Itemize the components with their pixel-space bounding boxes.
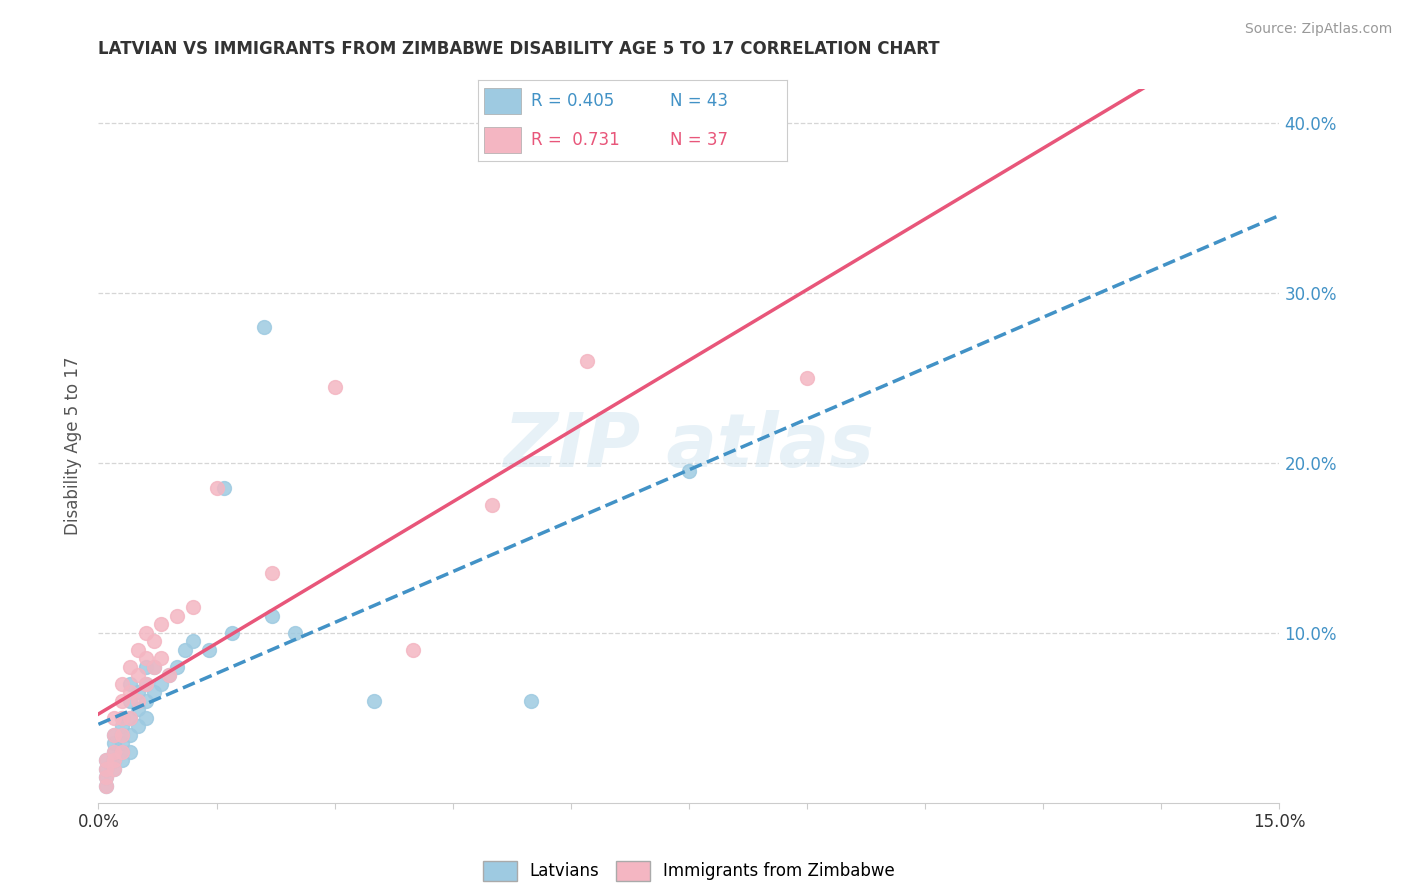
Point: [678, 465, 700, 479]
Point: [363, 694, 385, 708]
Point: [142, 660, 165, 674]
Y-axis label: Disability Age 5 to 17: Disability Age 5 to 17: [65, 357, 83, 535]
Point: [253, 320, 276, 334]
Legend: Latvians, Immigrants from Zimbabwe: Latvians, Immigrants from Zimbabwe: [477, 855, 901, 888]
Point: [111, 753, 134, 767]
Text: N = 43: N = 43: [669, 92, 728, 110]
Point: [111, 694, 134, 708]
Point: [103, 728, 125, 742]
Point: [103, 762, 125, 776]
Point: [96, 779, 118, 793]
Point: [127, 643, 149, 657]
FancyBboxPatch shape: [484, 127, 522, 153]
Point: [96, 753, 118, 767]
Point: [111, 677, 134, 691]
Point: [103, 711, 125, 725]
Text: LATVIAN VS IMMIGRANTS FROM ZIMBABWE DISABILITY AGE 5 TO 17 CORRELATION CHART: LATVIAN VS IMMIGRANTS FROM ZIMBABWE DISA…: [98, 40, 941, 58]
Point: [284, 626, 307, 640]
Point: [96, 762, 118, 776]
Point: [118, 728, 141, 742]
Point: [127, 685, 149, 699]
Point: [96, 779, 118, 793]
Point: [402, 643, 425, 657]
FancyBboxPatch shape: [484, 88, 522, 114]
Point: [118, 660, 141, 674]
Point: [135, 677, 157, 691]
Text: R = 0.405: R = 0.405: [530, 92, 614, 110]
Point: [135, 651, 157, 665]
Text: Source: ZipAtlas.com: Source: ZipAtlas.com: [1244, 22, 1392, 37]
Point: [205, 482, 228, 496]
Point: [150, 677, 173, 691]
Point: [197, 643, 219, 657]
Point: [520, 694, 543, 708]
Point: [118, 694, 141, 708]
Point: [260, 608, 283, 623]
Point: [118, 685, 141, 699]
Point: [166, 660, 188, 674]
Point: [118, 677, 141, 691]
Point: [150, 617, 173, 632]
Point: [221, 626, 243, 640]
Point: [111, 711, 134, 725]
Point: [111, 719, 134, 733]
Point: [481, 499, 503, 513]
Point: [323, 379, 346, 393]
Point: [127, 719, 149, 733]
Point: [135, 694, 157, 708]
Point: [111, 745, 134, 759]
Point: [103, 745, 125, 759]
Point: [103, 753, 125, 767]
Point: [111, 728, 134, 742]
Text: ZIP atlas: ZIP atlas: [503, 409, 875, 483]
Point: [135, 660, 157, 674]
Point: [135, 677, 157, 691]
Point: [118, 745, 141, 759]
Point: [142, 634, 165, 648]
Point: [103, 728, 125, 742]
Point: [181, 600, 204, 615]
Point: [127, 694, 149, 708]
Point: [135, 626, 157, 640]
Point: [157, 668, 180, 682]
Point: [575, 354, 598, 368]
Point: [111, 728, 134, 742]
Point: [111, 711, 134, 725]
Point: [96, 762, 118, 776]
Point: [118, 711, 141, 725]
Point: [111, 745, 134, 759]
Point: [103, 745, 125, 759]
Point: [166, 608, 188, 623]
Point: [150, 651, 173, 665]
Point: [103, 736, 125, 750]
Point: [103, 762, 125, 776]
Point: [96, 753, 118, 767]
Point: [111, 736, 134, 750]
Point: [260, 566, 283, 581]
Point: [103, 753, 125, 767]
Point: [174, 643, 197, 657]
Point: [214, 482, 236, 496]
Point: [181, 634, 204, 648]
Point: [157, 668, 180, 682]
Point: [127, 668, 149, 682]
Text: R =  0.731: R = 0.731: [530, 131, 620, 149]
Point: [96, 770, 118, 784]
Point: [142, 660, 165, 674]
Point: [96, 770, 118, 784]
Point: [135, 711, 157, 725]
Text: N = 37: N = 37: [669, 131, 728, 149]
Point: [127, 702, 149, 716]
Point: [118, 711, 141, 725]
Point: [142, 685, 165, 699]
Point: [796, 371, 818, 385]
